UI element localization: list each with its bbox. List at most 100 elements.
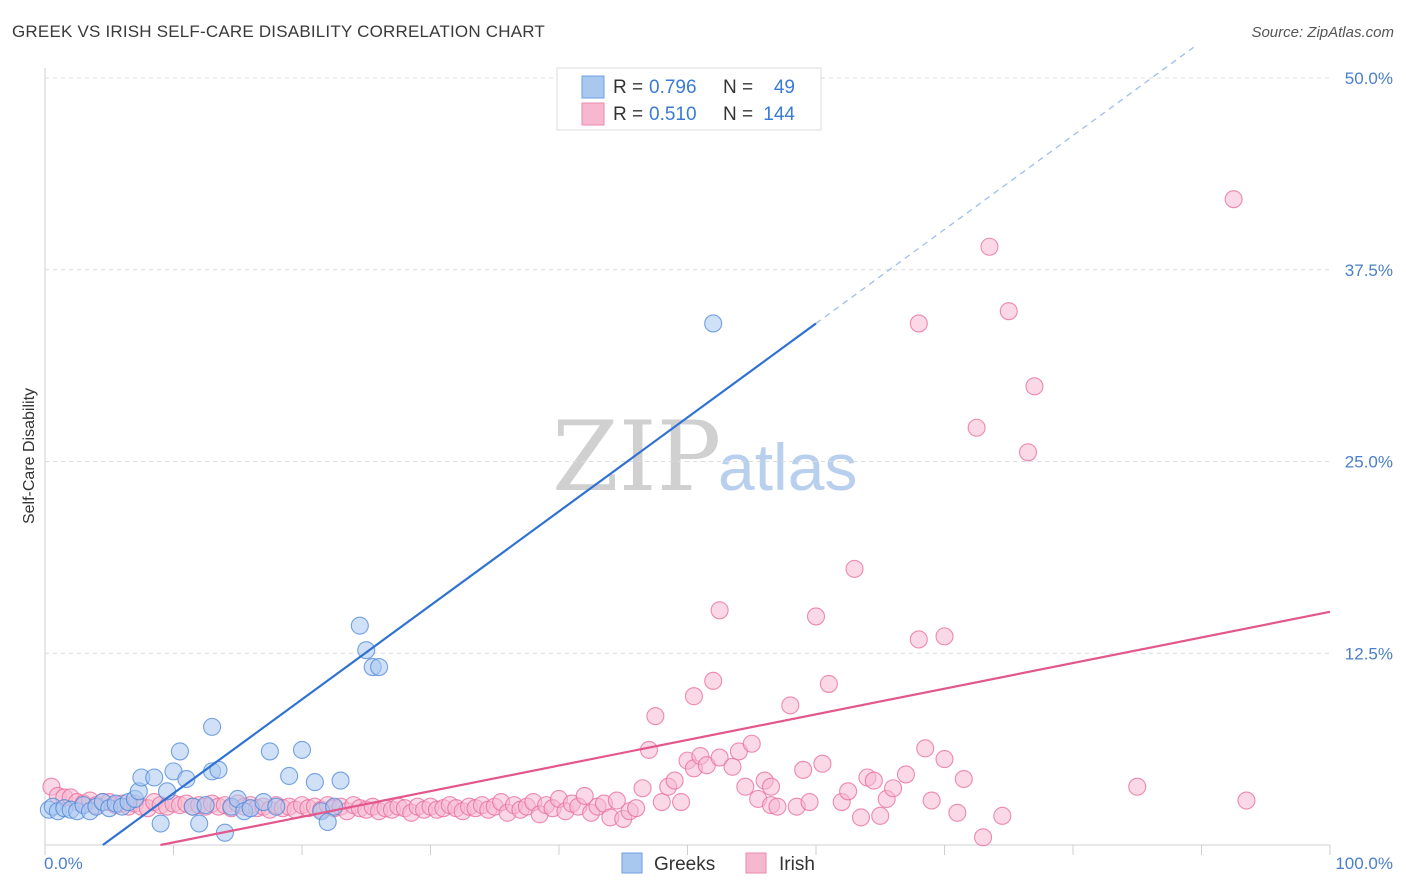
irish-point: [710, 748, 729, 767]
greek-point: [331, 771, 350, 790]
greek-point: [260, 742, 279, 761]
irish-point: [800, 792, 819, 812]
legend-n-label-greeks: N =: [723, 77, 753, 98]
irish-point: [909, 314, 928, 333]
irish-point: [993, 806, 1012, 825]
greek-point: [151, 814, 170, 833]
irish-point: [948, 803, 967, 822]
legend-r-label-greeks: R =: [613, 77, 643, 98]
irish-point: [845, 559, 864, 578]
correlation-legend: R = 0.796 N = 49 R = 0.510 N = 144: [556, 67, 822, 131]
greek-trend-extension: [815, 46, 1194, 324]
irish-point: [652, 792, 671, 812]
irish-point: [665, 771, 684, 790]
legend-swatch-irish: [581, 102, 605, 126]
y-tick-label: 25.0%: [1345, 453, 1393, 472]
grid-lines: [45, 77, 1330, 654]
greek-point: [203, 717, 222, 736]
irish-point: [896, 765, 916, 784]
greek-point: [190, 814, 209, 833]
greek-point: [318, 812, 337, 832]
irish-point: [999, 302, 1018, 321]
irish-point: [781, 696, 800, 715]
irish-point: [761, 777, 781, 796]
series-legend: Greeks Irish: [621, 852, 815, 875]
irish-point: [864, 771, 883, 790]
greek-point: [267, 797, 286, 816]
watermark-zip: ZIP: [552, 401, 721, 513]
legend-r-value-greeks: 0.796: [649, 77, 697, 98]
irish-point: [1224, 190, 1243, 209]
greek-point: [370, 658, 389, 677]
irish-point: [806, 607, 826, 626]
irish-point: [736, 777, 755, 796]
greek-point: [280, 766, 299, 786]
irish-point: [922, 791, 941, 810]
trend-lines: [102, 46, 1331, 847]
legend-swatch-greeks: [581, 75, 605, 99]
irish-point: [954, 769, 973, 789]
irish-point: [607, 791, 626, 810]
irish-point: [672, 792, 691, 812]
y-tick-labels: 12.5% 25.0% 37.5% 50.0%: [1345, 69, 1393, 663]
bottom-legend-swatch-irish: [745, 852, 767, 874]
irish-point: [710, 601, 729, 620]
irish-point: [884, 779, 903, 798]
greek-point: [145, 768, 164, 787]
x-tick-marks: [44, 845, 1331, 855]
x-tick-label-max: 100.0%: [1335, 854, 1393, 873]
greek-points: [39, 314, 723, 842]
legend-r-value-irish: 0.510: [649, 104, 697, 125]
bottom-legend-greeks: Greeks: [654, 854, 715, 875]
y-tick-label: 12.5%: [1345, 644, 1393, 663]
irish-point: [1237, 791, 1256, 810]
irish-point: [851, 808, 871, 827]
greek-point: [350, 616, 369, 635]
watermark-atlas: atlas: [718, 430, 857, 504]
irish-trend-line: [160, 610, 1331, 847]
irish-point: [627, 799, 646, 818]
irish-point: [839, 782, 858, 801]
legend-r-label-irish: R =: [613, 104, 643, 125]
greek-point: [170, 742, 189, 761]
irish-point: [633, 779, 652, 798]
y-tick-label: 50.0%: [1345, 69, 1393, 88]
irish-point: [723, 757, 742, 776]
greek-point: [196, 796, 215, 815]
y-axis-label: Self-Care Disability: [21, 388, 38, 524]
greek-point: [305, 773, 324, 792]
greek-point: [704, 314, 723, 333]
legend-n-label-irish: N =: [723, 104, 753, 125]
irish-point: [1128, 777, 1147, 796]
source-label: Source: ZipAtlas.com: [1251, 24, 1394, 41]
legend-n-value-greeks: 49: [774, 77, 795, 98]
greek-trend-line: [102, 322, 817, 846]
x-tick-label-min: 0.0%: [44, 854, 83, 873]
irish-point: [1025, 377, 1044, 396]
bottom-legend-irish: Irish: [779, 854, 815, 875]
bottom-legend-swatch-greeks: [621, 852, 643, 874]
irish-point: [646, 707, 665, 726]
irish-point: [768, 797, 787, 816]
irish-point: [1018, 443, 1038, 462]
irish-point: [935, 750, 954, 769]
irish-point: [794, 760, 813, 779]
irish-point: [684, 687, 703, 706]
irish-point: [980, 237, 999, 256]
irish-point: [916, 739, 935, 758]
irish-point: [967, 418, 986, 437]
irish-point: [742, 734, 761, 753]
irish-point: [871, 806, 890, 825]
y-tick-label: 37.5%: [1345, 261, 1393, 280]
greek-point: [292, 740, 312, 759]
irish-point: [819, 674, 838, 693]
chart-title: GREEK VS IRISH SELF-CARE DISABILITY CORR…: [12, 22, 545, 41]
legend-n-value-irish: 144: [763, 104, 795, 125]
irish-point: [575, 786, 594, 805]
irish-point: [935, 627, 954, 646]
irish-point: [813, 754, 832, 773]
irish-point: [704, 671, 723, 690]
irish-point: [973, 828, 993, 847]
irish-point: [909, 630, 928, 649]
